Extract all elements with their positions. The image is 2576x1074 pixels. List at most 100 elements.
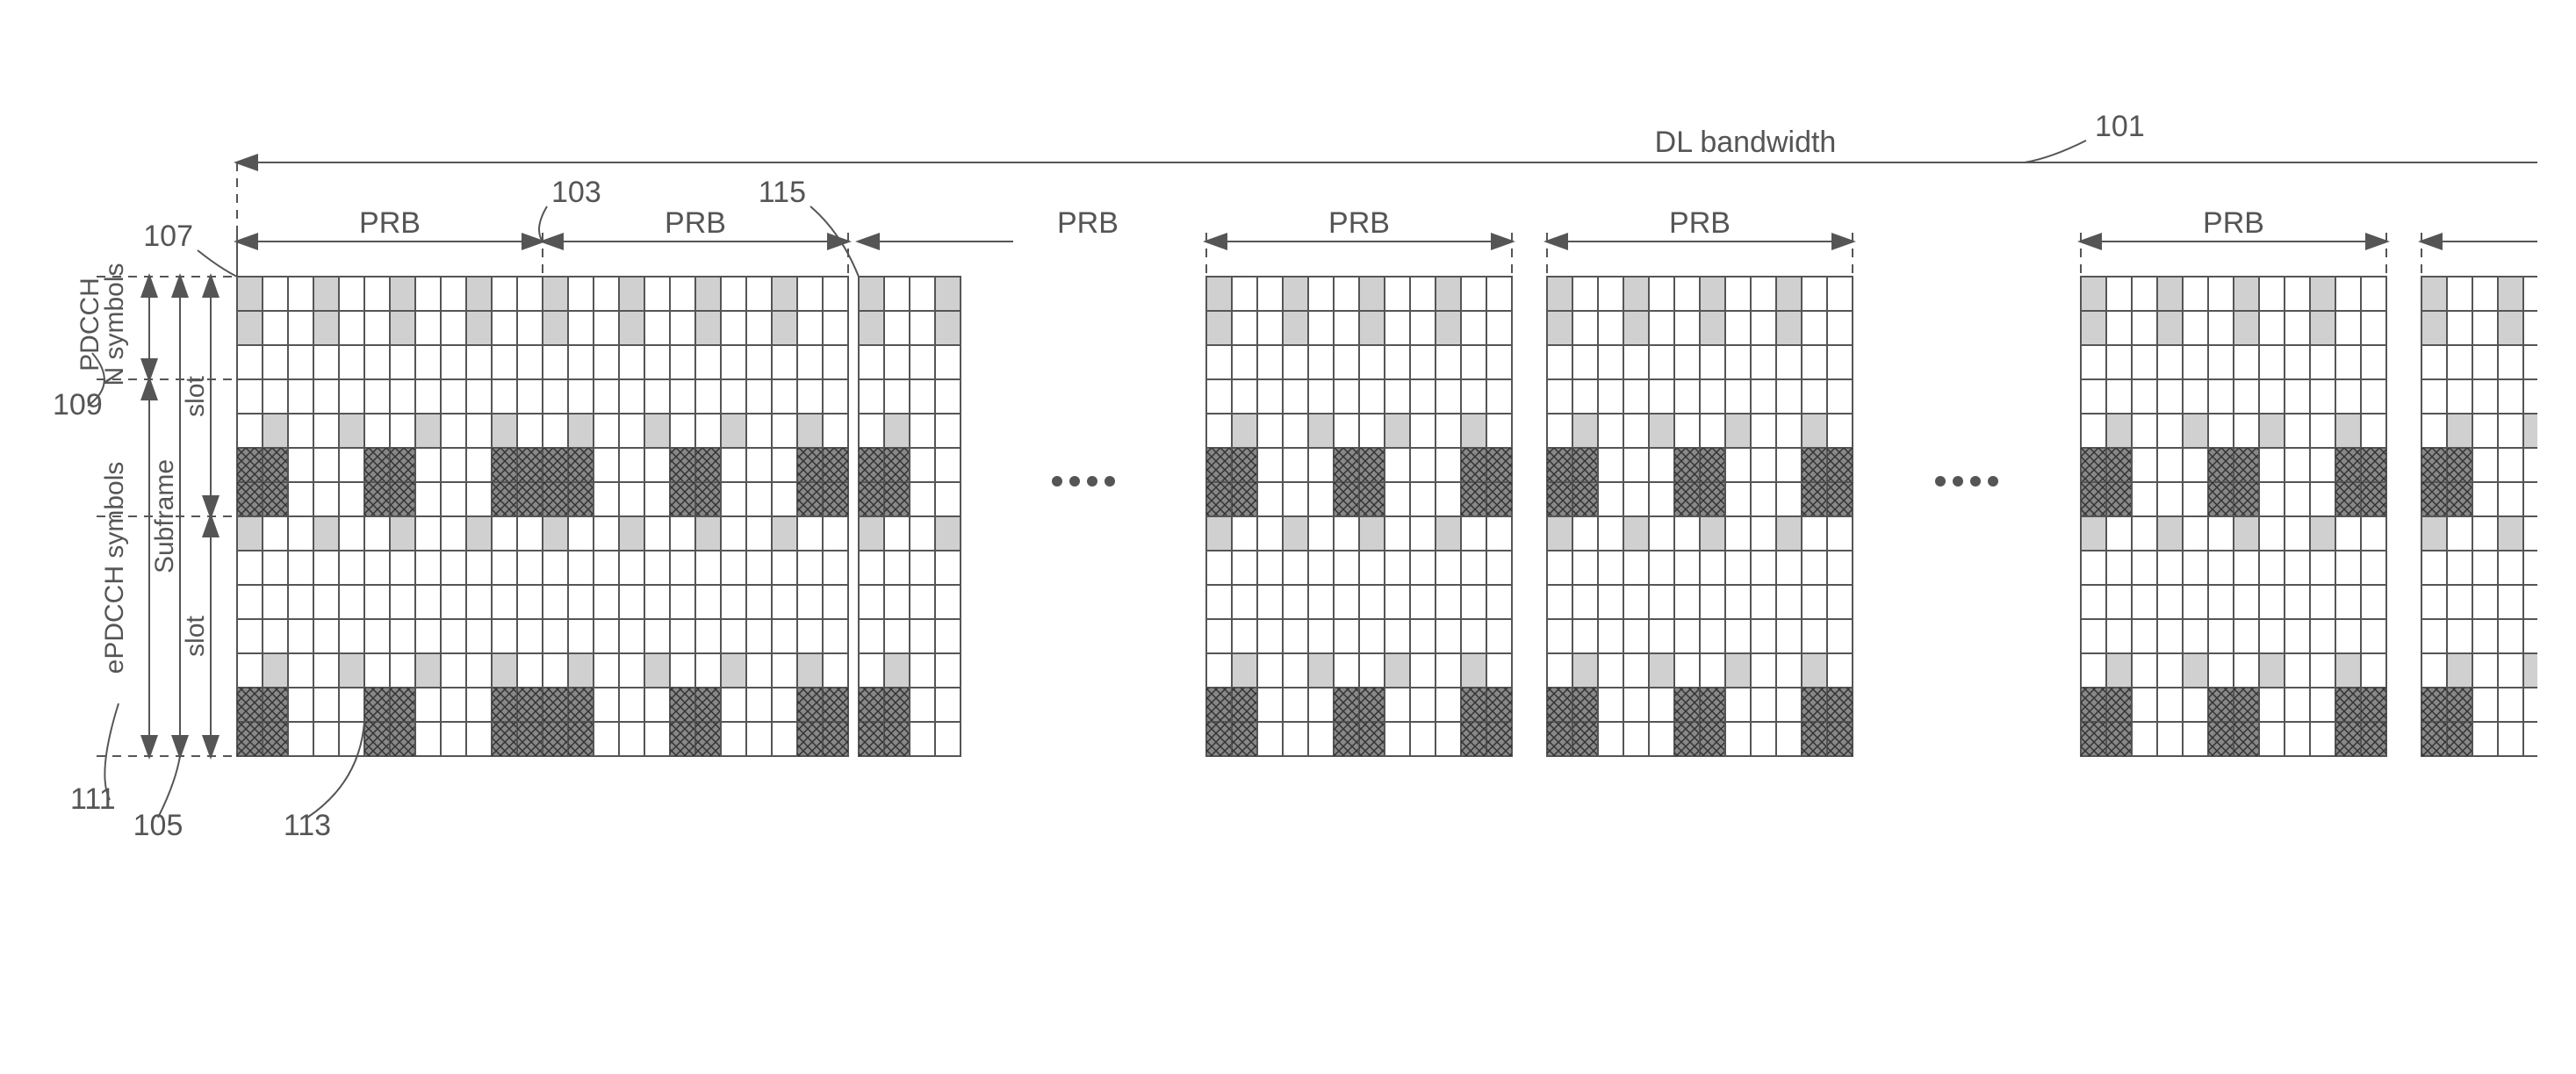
resource-element (670, 516, 695, 551)
resource-element (313, 345, 339, 379)
resource-element (1598, 311, 1623, 345)
resource-element (1623, 516, 1649, 551)
resource-element (2421, 345, 2447, 379)
resource-element (935, 311, 961, 345)
resource-element (746, 619, 772, 653)
dmrs-hatch (2234, 482, 2259, 516)
dmrs-hatch (2335, 482, 2361, 516)
resource-element (721, 653, 746, 688)
resource-element (364, 585, 390, 619)
resource-element (1802, 345, 1827, 379)
resource-element (1283, 722, 1308, 756)
dmrs-hatch (2421, 482, 2447, 516)
resource-element (1334, 551, 1359, 585)
resource-element (644, 311, 670, 345)
resource-element (772, 482, 797, 516)
prb-label: PRB (1057, 206, 1119, 240)
resource-element (935, 516, 961, 551)
resource-element (441, 722, 466, 756)
resource-element (2285, 653, 2310, 688)
resource-element (746, 653, 772, 688)
resource-element (2081, 345, 2106, 379)
resource-element (1572, 414, 1598, 448)
resource-element (1308, 653, 1334, 688)
resource-element (390, 619, 415, 653)
resource-element (543, 551, 568, 585)
resource-element (2447, 585, 2472, 619)
resource-element (884, 379, 910, 414)
resource-element (2447, 311, 2472, 345)
resource-element (1623, 653, 1649, 688)
resource-element (2335, 516, 2361, 551)
resource-element (1725, 516, 1751, 551)
resource-element (415, 551, 441, 585)
resource-element (1334, 653, 1359, 688)
resource-element (517, 585, 543, 619)
resource-element (1410, 448, 1436, 482)
resource-element (2208, 516, 2234, 551)
resource-element (1232, 619, 1257, 653)
resource-element (415, 585, 441, 619)
resource-element (1359, 379, 1385, 414)
resource-element (390, 414, 415, 448)
resource-element (772, 516, 797, 551)
resource-element (441, 585, 466, 619)
resource-element (2259, 311, 2285, 345)
resource-element (1385, 277, 1410, 311)
leader-101 (2025, 141, 2086, 162)
resource-element (1436, 551, 1461, 585)
dmrs-hatch (543, 688, 568, 722)
resource-element (1802, 414, 1827, 448)
resource-element (1385, 585, 1410, 619)
resource-element (313, 688, 339, 722)
resource-element (797, 414, 823, 448)
resource-element (237, 516, 263, 551)
resource-element (1257, 311, 1283, 345)
resource-element (644, 379, 670, 414)
resource-element (441, 619, 466, 653)
resource-element (568, 516, 594, 551)
resource-element (594, 482, 619, 516)
resource-element (1486, 551, 1512, 585)
resource-element (935, 277, 961, 311)
resource-element (2259, 722, 2285, 756)
resource-element (1547, 585, 1572, 619)
pdcch-label: PDCCH (76, 278, 104, 371)
resource-element (288, 482, 313, 516)
resource-element (2259, 653, 2285, 688)
resource-element (619, 379, 644, 414)
dmrs-hatch (884, 722, 910, 756)
lte-resource-grid-figure: DL bandwidth101PRBPRBPRBPRBPRBPRBPRB1031… (35, 35, 2537, 1039)
resource-element (1802, 619, 1827, 653)
resource-element (1598, 688, 1623, 722)
dmrs-hatch (670, 482, 695, 516)
resource-element (1827, 379, 1853, 414)
resource-element (1283, 277, 1308, 311)
resource-element (492, 653, 517, 688)
resource-element (695, 653, 721, 688)
resource-element (2361, 516, 2386, 551)
resource-element (1674, 516, 1700, 551)
resource-element (339, 653, 364, 688)
resource-element (313, 722, 339, 756)
dmrs-hatch (823, 722, 848, 756)
resource-element (935, 414, 961, 448)
resource-element (884, 311, 910, 345)
resource-element (568, 311, 594, 345)
resource-element (1436, 688, 1461, 722)
resource-element (1206, 379, 1232, 414)
resource-element (1410, 345, 1436, 379)
resource-element (1725, 585, 1751, 619)
resource-element (1283, 516, 1308, 551)
dmrs-hatch (695, 722, 721, 756)
dmrs-hatch (859, 482, 884, 516)
resource-element (466, 653, 492, 688)
resource-element (2132, 585, 2157, 619)
resource-element (1547, 379, 1572, 414)
resource-element (2234, 345, 2259, 379)
resource-element (517, 345, 543, 379)
resource-element (1700, 379, 1725, 414)
resource-element (568, 619, 594, 653)
resource-element (2183, 379, 2208, 414)
resource-element (1461, 551, 1486, 585)
